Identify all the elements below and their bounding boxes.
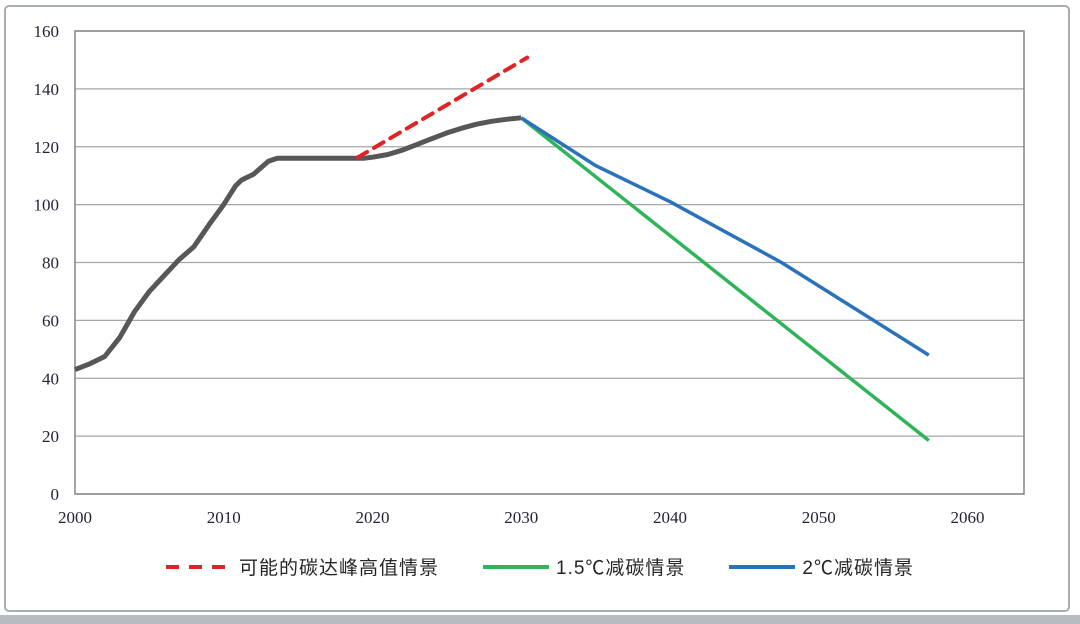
y-tick-label-100: 100 (34, 196, 60, 215)
legend-label-2C-scenario: 2℃减碳情景 (802, 558, 914, 579)
plot-border (74, 30, 1025, 495)
x-tick-label-2030: 2030 (504, 508, 538, 527)
x-tick-label-2020: 2020 (355, 508, 389, 527)
y-tick-label-60: 60 (42, 311, 59, 330)
legend-item-peak-scenario: 可能的碳达峰高值情景 (165, 553, 439, 580)
legend-label-1p5C-scenario: 1.5℃减碳情景 (556, 558, 686, 579)
chart-legend: 可能的碳达峰高值情景 1.5℃减碳情景 2℃减碳情景 (0, 553, 1080, 580)
y-tick-label-160: 160 (34, 22, 60, 41)
legend-swatch-peak-scenario-dashed-line (165, 564, 232, 569)
legend-swatch-1p5C-scenario-line (483, 564, 549, 569)
legend-item-2C-scenario: 2℃减碳情景 (729, 553, 914, 580)
y-tick-label-0: 0 (51, 485, 60, 504)
series-line-historical-emissions (74, 115, 522, 372)
x-tick-label-2040: 2040 (653, 508, 687, 527)
x-tick-label-2000: 2000 (58, 508, 92, 527)
y-tick-label-140: 140 (34, 80, 60, 99)
legend-label-peak-scenario: 可能的碳达峰高值情景 (238, 558, 439, 579)
legend-item-1p5C-scenario: 1.5℃减碳情景 (483, 553, 685, 580)
y-tick-label-120: 120 (34, 138, 60, 157)
series-line-scenario-2C-reduction (520, 116, 930, 357)
y-tick-label-40: 40 (42, 369, 59, 388)
y-tick-label-20: 20 (42, 427, 59, 446)
x-tick-label-2050: 2050 (802, 508, 836, 527)
series-line-possible-peak-high-scenario (355, 55, 530, 160)
series-line-scenario-1p5C-reduction (520, 116, 930, 442)
x-tick-label-2060: 2060 (950, 508, 984, 527)
legend-swatch-2C-scenario-line (729, 564, 796, 569)
x-tick-label-2010: 2010 (207, 508, 241, 527)
y-tick-label-80: 80 (42, 254, 59, 273)
chart-card (4, 5, 1070, 612)
screenshot-bottom-edge (0, 615, 1080, 624)
